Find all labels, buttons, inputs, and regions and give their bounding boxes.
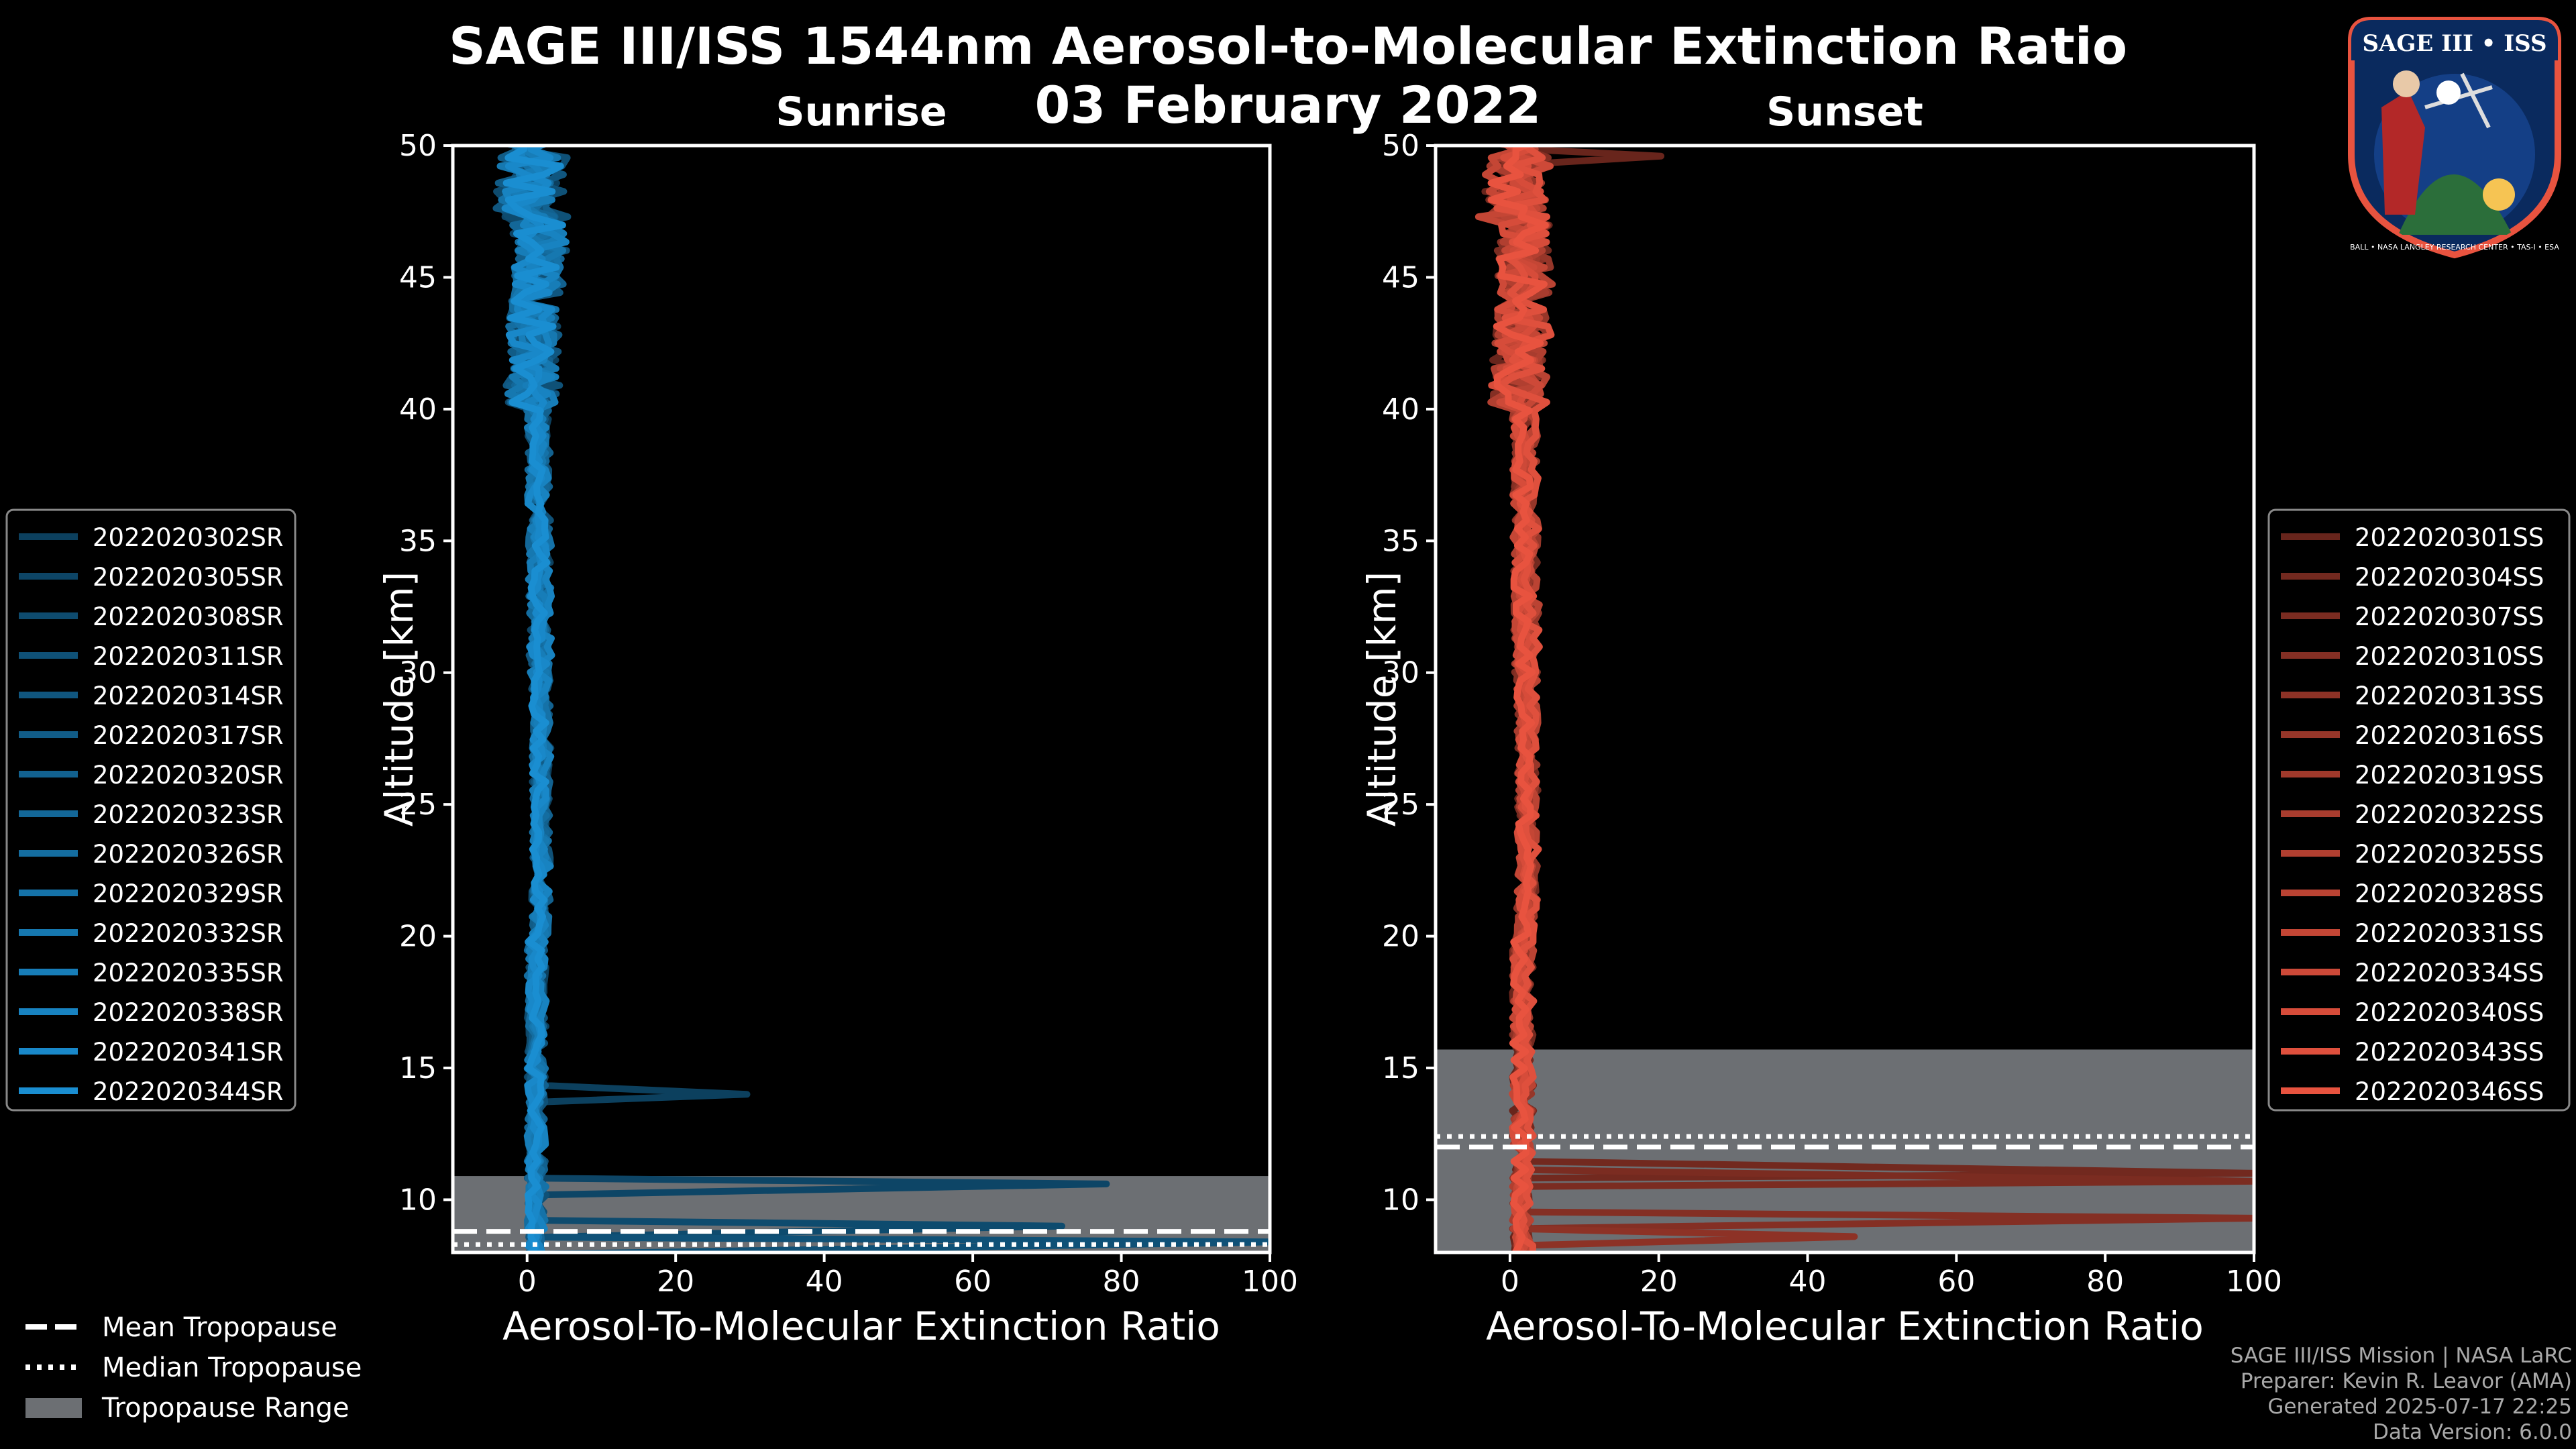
- y-tick-label: 30: [399, 656, 437, 690]
- logo-text: SAGE III • ISS: [2362, 30, 2546, 57]
- y-tick-label: 40: [399, 392, 437, 427]
- x-tick-label: 20: [1640, 1265, 1678, 1299]
- panel-title-sunrise: Sunrise: [775, 89, 947, 136]
- legend-label: 2022020334SS: [2355, 959, 2544, 987]
- legend-label: 2022020325SS: [2355, 840, 2544, 869]
- legend-label: 2022020311SR: [93, 642, 284, 671]
- panel-title-sunset: Sunset: [1766, 89, 1923, 136]
- legend-label: 2022020332SR: [93, 919, 284, 948]
- legend-label: 2022020331SS: [2355, 919, 2544, 948]
- y-tick-label: 15: [399, 1051, 437, 1085]
- legend-label: 2022020322SS: [2355, 800, 2544, 829]
- legend-label: 2022020308SR: [93, 602, 284, 631]
- legend-label: 2022020329SR: [93, 879, 284, 908]
- sage-iii-iss-logo: SAGE III • ISS BALL • NASA LANGLEY RESEA…: [2348, 17, 2561, 259]
- y-tick-label: 10: [1382, 1183, 1419, 1217]
- plot-frame: [451, 144, 1272, 1254]
- x-tick-label: 100: [2226, 1265, 2282, 1299]
- legend-label: 2022020310SS: [2355, 642, 2544, 671]
- panel-sunrise: 0 20 40 60 80 100 10 15 20 25 30 35 40 45 50 Aerosol-To…: [376, 89, 1298, 1349]
- legend-tropopause-label: Median Tropopause: [102, 1352, 362, 1383]
- legend-label: 2022020307SS: [2355, 602, 2544, 631]
- y-tick-label: 25: [1382, 788, 1419, 822]
- legend-label: 2022020323SR: [93, 800, 284, 829]
- x-tick-label: 80: [1103, 1265, 1140, 1299]
- legend-label: 2022020316SS: [2355, 721, 2544, 750]
- y-tick-label: 15: [1382, 1051, 1419, 1085]
- y-tick-label: 45: [399, 260, 437, 294]
- x-axis-label: Aerosol-To-Molecular Extinction Ratio: [1486, 1303, 2204, 1349]
- y-tick-label: 20: [1382, 920, 1419, 954]
- figure-title: SAGE III/ISS 1544nm Aerosol-to-Molecular…: [449, 16, 2127, 76]
- legend-label: 2022020314SR: [93, 682, 284, 710]
- x-axis-label: Aerosol-To-Molecular Extinction Ratio: [502, 1303, 1220, 1349]
- legend-tropopause-label: Mean Tropopause: [102, 1312, 337, 1343]
- x-tick-label: 0: [1501, 1265, 1519, 1299]
- y-tick-label: 10: [399, 1183, 437, 1217]
- plot-area: [453, 146, 1270, 1252]
- footer-mission: SAGE III/ISS Mission | NASA LaRC: [2230, 1344, 2572, 1368]
- legend-sunrise: 2022020302SR 2022020305SR 2022020308SR 2022…: [5, 508, 297, 1112]
- legend-label: 2022020304SS: [2355, 563, 2544, 592]
- y-tick-label: 30: [1382, 656, 1419, 690]
- x-tick-label: 0: [518, 1265, 537, 1299]
- legend-label: 2022020317SR: [93, 721, 284, 750]
- legend-label: 2022020302SR: [93, 523, 284, 552]
- panel-sunset: 0 20 40 60 80 100 10 15 20 25 30 35 40 45 50 Aerosol-To…: [1359, 89, 2282, 1349]
- legend-label: 2022020319SS: [2355, 761, 2544, 790]
- series-line-2022020346SS: [1487, 146, 1549, 1252]
- y-tick-label: 40: [1382, 392, 1419, 427]
- legend-label: 2022020346SS: [2355, 1077, 2544, 1106]
- legend-label: 2022020301SS: [2355, 523, 2544, 552]
- legend-tropopause: Mean Tropopause Median Tropopause Tropopau…: [25, 1312, 362, 1424]
- x-tick-label: 20: [657, 1265, 694, 1299]
- legend-label: 2022020344SR: [93, 1077, 284, 1106]
- x-tick-label: 40: [1789, 1265, 1827, 1299]
- legend-tropopause-label: Tropopause Range: [101, 1393, 350, 1424]
- legend-frame: [5, 508, 297, 1112]
- legend-label: 2022020320SR: [93, 761, 284, 790]
- y-tick-label: 25: [399, 788, 437, 822]
- profile-lines: [1474, 146, 2254, 1252]
- x-tick-label: 100: [1242, 1265, 1298, 1299]
- legend-label: 2022020313SS: [2355, 682, 2544, 710]
- footer-version: Data Version: 6.0.0: [2372, 1420, 2572, 1444]
- x-tick-label: 60: [1937, 1265, 1975, 1299]
- legend-label: 2022020326SR: [93, 840, 284, 869]
- y-tick-label: 35: [1382, 524, 1419, 558]
- profile-lines: [492, 146, 1270, 1252]
- legend-label: 2022020341SR: [93, 1038, 284, 1067]
- y-axis-label: Altitude [km]: [376, 572, 422, 826]
- y-axis-label: Altitude [km]: [1359, 572, 1405, 826]
- y-tick-label: 45: [1382, 260, 1419, 294]
- footer-preparer: Preparer: Kevin R. Leavor (AMA): [2240, 1369, 2572, 1393]
- legend-label: 2022020335SR: [93, 959, 284, 987]
- x-tick-label: 60: [954, 1265, 991, 1299]
- figure-date: 03 February 2022: [1035, 75, 1542, 135]
- legend-label: 2022020328SS: [2355, 879, 2544, 908]
- legend-frame: [2267, 508, 2571, 1112]
- x-tick-label: 40: [806, 1265, 843, 1299]
- series-line-2022020344SR: [502, 146, 566, 1252]
- x-tick-label: 80: [2086, 1265, 2124, 1299]
- legend-tropopause-range-swatch: [25, 1398, 82, 1418]
- y-tick-label: 50: [1382, 129, 1419, 163]
- legend-sunset: 2022020301SS 2022020304SS 2022020307SS 2022…: [2267, 508, 2571, 1112]
- y-tick-label: 50: [399, 129, 437, 163]
- y-tick-label: 20: [399, 920, 437, 954]
- y-tick-label: 35: [399, 524, 437, 558]
- legend-label: 2022020343SS: [2355, 1038, 2544, 1067]
- logo-ring-text: BALL • NASA LANGLEY RESEARCH CENTER • TA…: [2350, 243, 2559, 252]
- legend-label: 2022020340SS: [2355, 998, 2544, 1027]
- legend-label: 2022020338SR: [93, 998, 284, 1027]
- plot-frame: [1434, 144, 2256, 1254]
- legend-label: 2022020305SR: [93, 563, 284, 592]
- footer-generated: Generated 2025-07-17 22:25: [2267, 1395, 2572, 1419]
- footer-credits: SAGE III/ISS Mission | NASA LaRC Prepare…: [2231, 1343, 2572, 1445]
